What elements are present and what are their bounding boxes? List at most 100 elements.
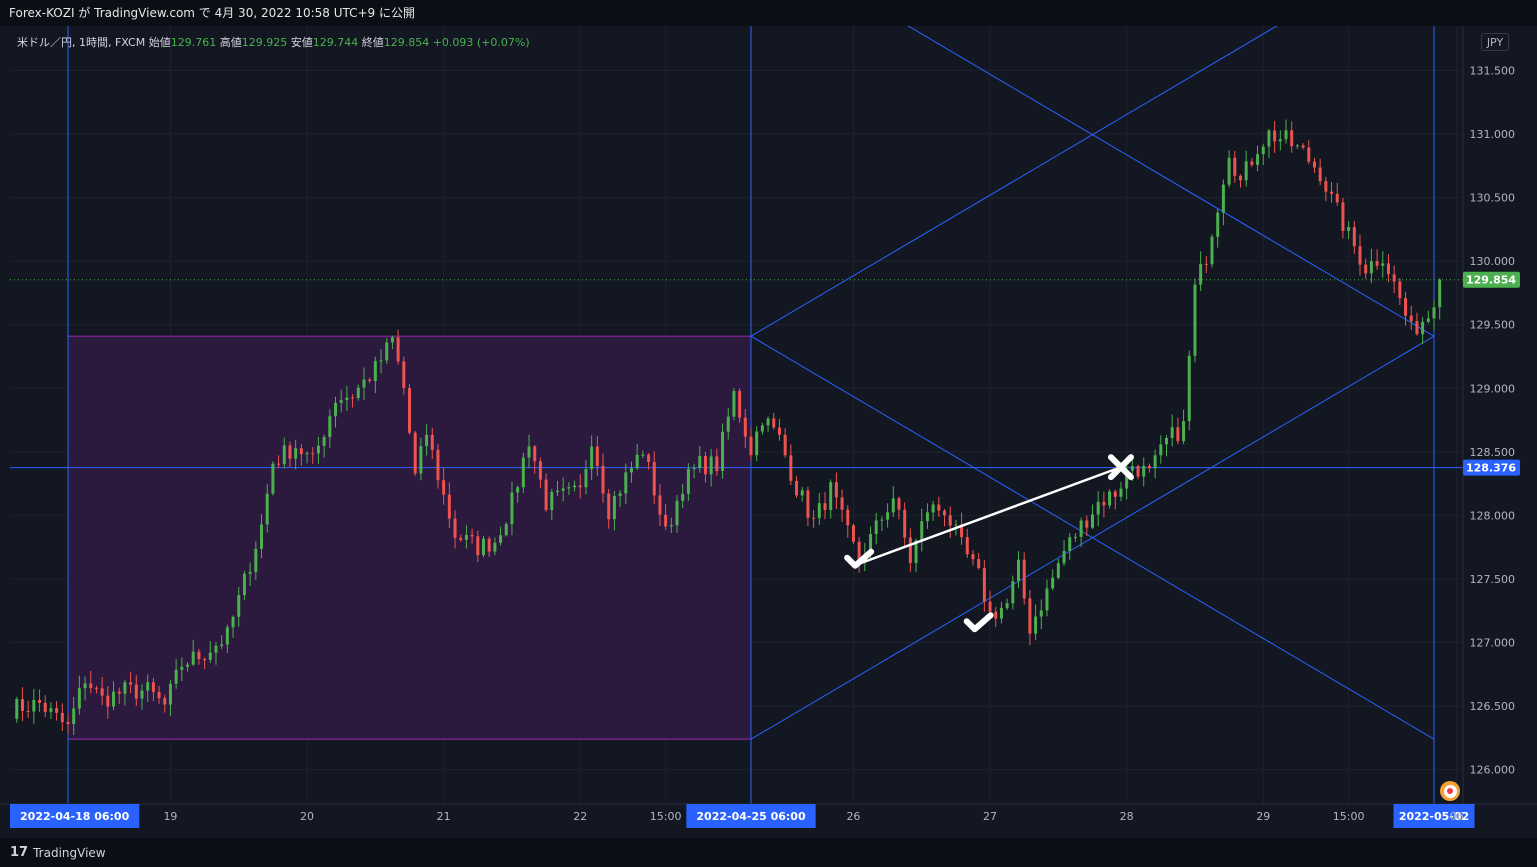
time-highlight-label: 2022-05-02 bbox=[1399, 810, 1469, 823]
candle-body bbox=[504, 524, 508, 536]
candle-body bbox=[601, 465, 605, 494]
candle-body bbox=[812, 517, 816, 519]
candle-body bbox=[487, 538, 491, 552]
price-tick-label: 131.000 bbox=[1470, 128, 1516, 141]
brand-name: TradingView bbox=[33, 845, 106, 860]
candle-body bbox=[1312, 161, 1316, 168]
currency-button[interactable]: JPY bbox=[1481, 33, 1509, 51]
candle-body bbox=[920, 521, 924, 541]
candle-body bbox=[1358, 246, 1362, 265]
candle-body bbox=[55, 708, 59, 713]
high-value: 129.925 bbox=[241, 36, 288, 49]
candle-body bbox=[584, 469, 588, 488]
tradingview-logo-icon[interactable]: 17 bbox=[10, 845, 29, 860]
candle-body bbox=[1045, 588, 1049, 611]
candle-body bbox=[1284, 130, 1288, 140]
time-tick-label: 15:00 bbox=[1333, 810, 1365, 823]
candle-body bbox=[698, 455, 702, 469]
candle-body bbox=[26, 710, 30, 712]
close-label: 終値 bbox=[361, 36, 384, 49]
candle-body bbox=[237, 595, 241, 617]
candle-body bbox=[379, 360, 383, 362]
candle-body bbox=[857, 541, 861, 562]
candle-body bbox=[208, 652, 212, 660]
candle-body bbox=[191, 651, 195, 665]
candle-body bbox=[339, 399, 343, 403]
time-axis[interactable]: 2022-04-18 06:00 19 20 21 22 15:00 2022-04-25 … bbox=[0, 803, 1537, 838]
last-price-label-bg bbox=[1463, 271, 1520, 288]
low-value: 129.744 bbox=[312, 36, 359, 49]
candle-body bbox=[112, 691, 116, 707]
candle-body bbox=[168, 683, 172, 705]
candle-body bbox=[100, 688, 104, 696]
candle-body bbox=[1102, 501, 1106, 506]
trend-line bbox=[750, 335, 1435, 740]
candle-body bbox=[550, 492, 554, 511]
candle-body bbox=[20, 699, 24, 711]
publish-header: Forex-KOZI が TradingView.com で 4月 30, 20… bbox=[0, 0, 1537, 26]
candle-body bbox=[1125, 470, 1129, 489]
candle-body bbox=[470, 534, 474, 537]
candle-body bbox=[442, 480, 446, 495]
candle-body bbox=[140, 690, 144, 699]
candle-body bbox=[1375, 261, 1379, 266]
candle-body bbox=[254, 548, 258, 572]
price-tick-label: 127.000 bbox=[1470, 637, 1516, 650]
candle-body bbox=[618, 493, 622, 497]
candle-body bbox=[1421, 321, 1425, 335]
open-label: 始値 bbox=[148, 36, 171, 49]
candle-body bbox=[220, 644, 224, 646]
candle-body bbox=[1364, 264, 1368, 274]
candle-body bbox=[937, 504, 941, 511]
symbol-legend: 米ドル／円, 1時間, FXCM 始値129.761 高値129.925 安値1… bbox=[17, 34, 530, 50]
candle-body bbox=[1404, 298, 1408, 316]
candle-body bbox=[373, 360, 377, 382]
candle-body bbox=[1039, 610, 1043, 617]
time-tick-label: 20 bbox=[300, 810, 314, 823]
candle-body bbox=[1426, 318, 1430, 322]
candle-body bbox=[1176, 427, 1180, 442]
candle-body bbox=[1369, 261, 1373, 274]
high-label: 高値 bbox=[219, 36, 242, 49]
candle-body bbox=[732, 391, 736, 417]
candle-body bbox=[1250, 161, 1254, 165]
candle-body bbox=[436, 449, 440, 481]
candle-body bbox=[624, 472, 628, 494]
candle-body bbox=[299, 448, 303, 455]
candle-body bbox=[66, 722, 70, 724]
price-chart[interactable]: 131.500 131.000 130.500 130.000 129.500 129.0… bbox=[0, 26, 1537, 838]
candle-body bbox=[1051, 577, 1055, 589]
candle-body bbox=[1068, 537, 1072, 551]
candle-body bbox=[1392, 274, 1396, 282]
candle-body bbox=[1073, 536, 1077, 538]
candle-body bbox=[1091, 514, 1094, 528]
candle-body bbox=[134, 684, 138, 699]
candle-body bbox=[766, 418, 770, 426]
candle-body bbox=[203, 658, 207, 660]
candle-body bbox=[891, 498, 895, 513]
candle-body bbox=[1159, 444, 1163, 456]
time-tick-label: 29 bbox=[1256, 810, 1270, 823]
record-button[interactable] bbox=[1440, 781, 1460, 801]
candle-body bbox=[925, 512, 929, 522]
candle-body bbox=[635, 454, 639, 469]
price-tick-label: 129.000 bbox=[1470, 382, 1516, 395]
price-tick-label: 126.000 bbox=[1470, 764, 1516, 777]
candle-body bbox=[214, 645, 218, 653]
footer: 17 TradingView bbox=[0, 838, 1537, 867]
candle-body bbox=[652, 461, 656, 496]
candle-body bbox=[1187, 355, 1191, 422]
candle-body bbox=[578, 485, 582, 488]
candle-body bbox=[988, 601, 992, 612]
price-axis[interactable]: 131.500 131.000 130.500 130.000 129.500 129.0… bbox=[1462, 26, 1537, 838]
candle-body bbox=[362, 379, 366, 388]
time-highlight-label: 2022-04-18 06:00 bbox=[20, 810, 130, 823]
candle-body bbox=[180, 666, 184, 670]
candle-body bbox=[692, 468, 696, 470]
candle-body bbox=[425, 434, 429, 447]
candle-body bbox=[908, 537, 912, 563]
candle-body bbox=[1096, 501, 1100, 515]
candle-body bbox=[1290, 130, 1294, 147]
candle-body bbox=[282, 445, 286, 465]
candle-body bbox=[573, 485, 577, 488]
